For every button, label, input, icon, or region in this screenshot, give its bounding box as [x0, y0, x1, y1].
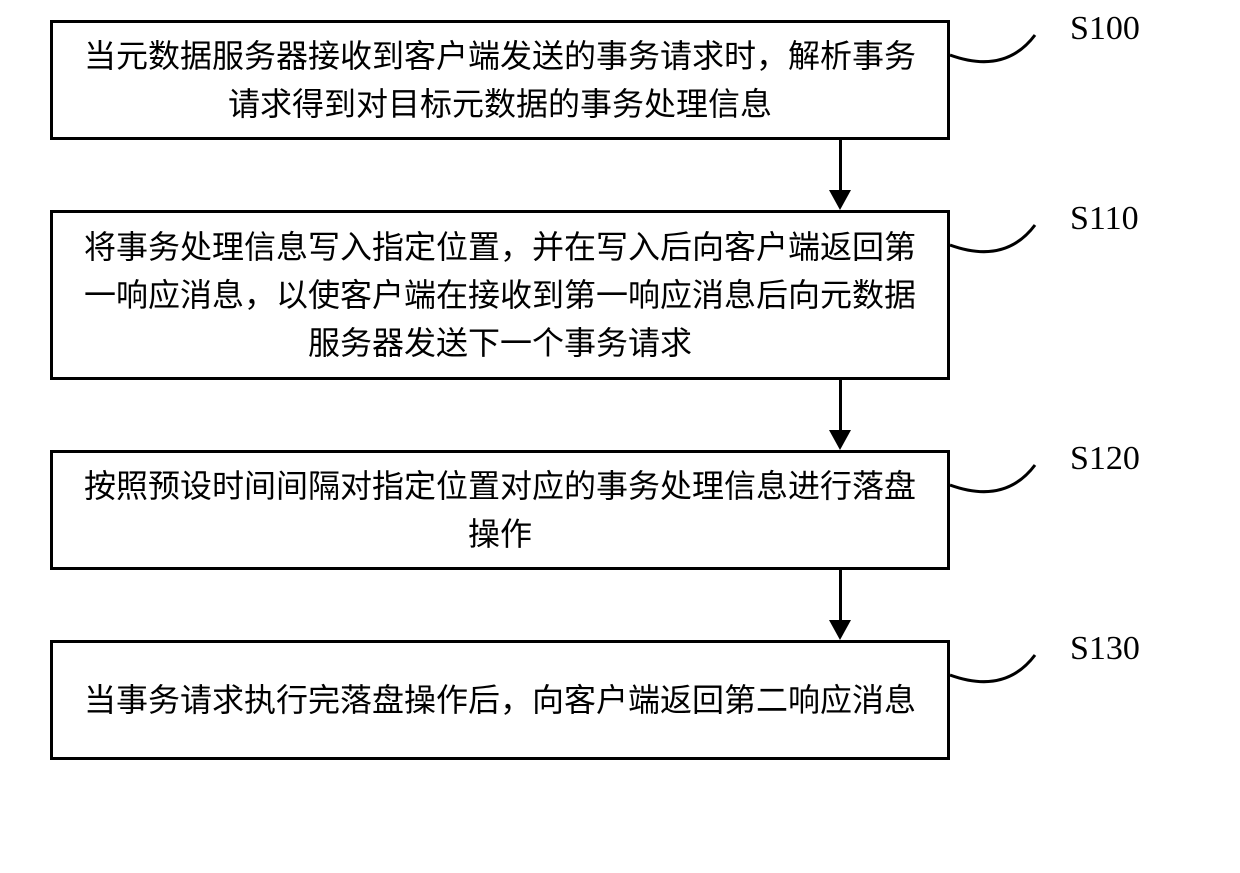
- arrow-head-icon: [829, 430, 851, 450]
- arrow-head-icon: [829, 620, 851, 640]
- connector-curve-s110: [950, 210, 1080, 270]
- arrow-line-icon: [839, 380, 842, 430]
- arrow-line-icon: [839, 570, 842, 620]
- step-text-s100: 当元数据服务器接收到客户端发送的事务请求时，解析事务请求得到对目标元数据的事务处…: [83, 32, 917, 128]
- step-label-s130: S130: [1070, 630, 1140, 668]
- step-text-s130: 当事务请求执行完落盘操作后，向客户端返回第二响应消息: [84, 676, 916, 724]
- connector-curve-s120: [950, 450, 1080, 510]
- connector-curve-s100: [950, 20, 1080, 80]
- step-wrapper-s100: 当元数据服务器接收到客户端发送的事务请求时，解析事务请求得到对目标元数据的事务处…: [50, 20, 1190, 140]
- step-text-s120: 按照预设时间间隔对指定位置对应的事务处理信息进行落盘操作: [83, 462, 917, 558]
- step-wrapper-s120: 按照预设时间间隔对指定位置对应的事务处理信息进行落盘操作 S120: [50, 450, 1190, 570]
- step-box-s100: 当元数据服务器接收到客户端发送的事务请求时，解析事务请求得到对目标元数据的事务处…: [50, 20, 950, 140]
- step-box-s130: 当事务请求执行完落盘操作后，向客户端返回第二响应消息: [50, 640, 950, 760]
- step-label-s110: S110: [1070, 200, 1139, 238]
- step-box-s110: 将事务处理信息写入指定位置，并在写入后向客户端返回第一响应消息，以使客户端在接收…: [50, 210, 950, 380]
- step-wrapper-s110: 将事务处理信息写入指定位置，并在写入后向客户端返回第一响应消息，以使客户端在接收…: [50, 210, 1190, 380]
- step-box-s120: 按照预设时间间隔对指定位置对应的事务处理信息进行落盘操作: [50, 450, 950, 570]
- arrow-head-icon: [829, 190, 851, 210]
- step-label-s100: S100: [1070, 10, 1140, 48]
- connector-curve-s130: [950, 640, 1080, 700]
- step-wrapper-s130: 当事务请求执行完落盘操作后，向客户端返回第二响应消息 S130: [50, 640, 1190, 760]
- flowchart-container: 当元数据服务器接收到客户端发送的事务请求时，解析事务请求得到对目标元数据的事务处…: [50, 20, 1190, 760]
- step-text-s110: 将事务处理信息写入指定位置，并在写入后向客户端返回第一响应消息，以使客户端在接收…: [83, 223, 917, 367]
- arrow-line-icon: [839, 140, 842, 190]
- step-label-s120: S120: [1070, 440, 1140, 478]
